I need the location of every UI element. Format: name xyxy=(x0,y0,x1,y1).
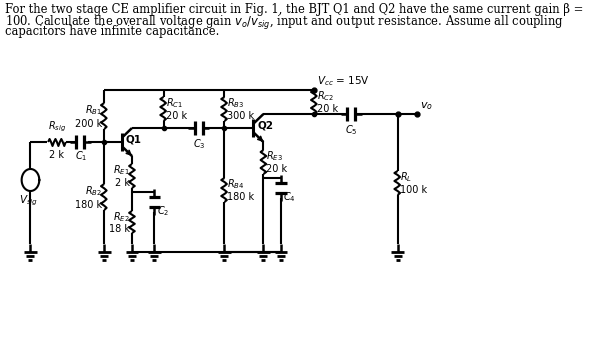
Text: 100 k: 100 k xyxy=(400,185,427,195)
Text: Q2: Q2 xyxy=(258,120,273,130)
Text: $R_{B2}$: $R_{B2}$ xyxy=(85,184,102,198)
Text: $v_o$: $v_o$ xyxy=(420,100,433,112)
Text: For the two stage CE amplifier circuit in Fig. 1, the BJT Q1 and Q2 have the sam: For the two stage CE amplifier circuit i… xyxy=(5,3,583,16)
Text: 100. Calculate the overall voltage gain $v_o/v_{sig}$, input and output resistan: 100. Calculate the overall voltage gain … xyxy=(5,14,564,32)
Text: 200 k: 200 k xyxy=(74,119,102,129)
Text: $C_3$: $C_3$ xyxy=(192,137,205,151)
Text: $C_4$: $C_4$ xyxy=(283,190,297,204)
Text: 20 k: 20 k xyxy=(166,111,187,121)
Text: $C_5$: $C_5$ xyxy=(345,123,358,137)
Text: 300 k: 300 k xyxy=(227,111,254,121)
Text: 20 k: 20 k xyxy=(317,104,338,114)
Text: 180 k: 180 k xyxy=(227,192,254,202)
Text: $R_{E2}$: $R_{E2}$ xyxy=(113,210,129,224)
Text: $R_{B1}$: $R_{B1}$ xyxy=(84,103,102,117)
Text: $R_{B3}$: $R_{B3}$ xyxy=(227,96,244,110)
Text: Q1: Q1 xyxy=(126,134,142,144)
Text: $C_1$: $C_1$ xyxy=(75,149,87,163)
Text: 20 k: 20 k xyxy=(266,164,287,174)
Text: $V_{sig}$: $V_{sig}$ xyxy=(19,194,38,208)
Text: 18 k: 18 k xyxy=(108,224,129,234)
Text: capacitors have infinite capacitance.: capacitors have infinite capacitance. xyxy=(5,25,219,38)
Text: $R_L$: $R_L$ xyxy=(400,170,412,184)
Text: $R_{B4}$: $R_{B4}$ xyxy=(227,177,244,191)
Text: 2 k: 2 k xyxy=(114,178,129,188)
Text: $R_{E1}$: $R_{E1}$ xyxy=(113,163,129,177)
Text: 180 k: 180 k xyxy=(75,200,102,210)
Text: 2 k: 2 k xyxy=(50,150,65,160)
Text: $R_{sig}$: $R_{sig}$ xyxy=(48,120,66,134)
Text: $V_{cc}$ = 15V: $V_{cc}$ = 15V xyxy=(317,74,370,88)
Text: $R_{C2}$: $R_{C2}$ xyxy=(317,89,334,103)
Text: $C_2$: $C_2$ xyxy=(157,204,169,218)
Text: $R_{E3}$: $R_{E3}$ xyxy=(266,149,283,163)
Text: $R_{C1}$: $R_{C1}$ xyxy=(166,96,183,110)
